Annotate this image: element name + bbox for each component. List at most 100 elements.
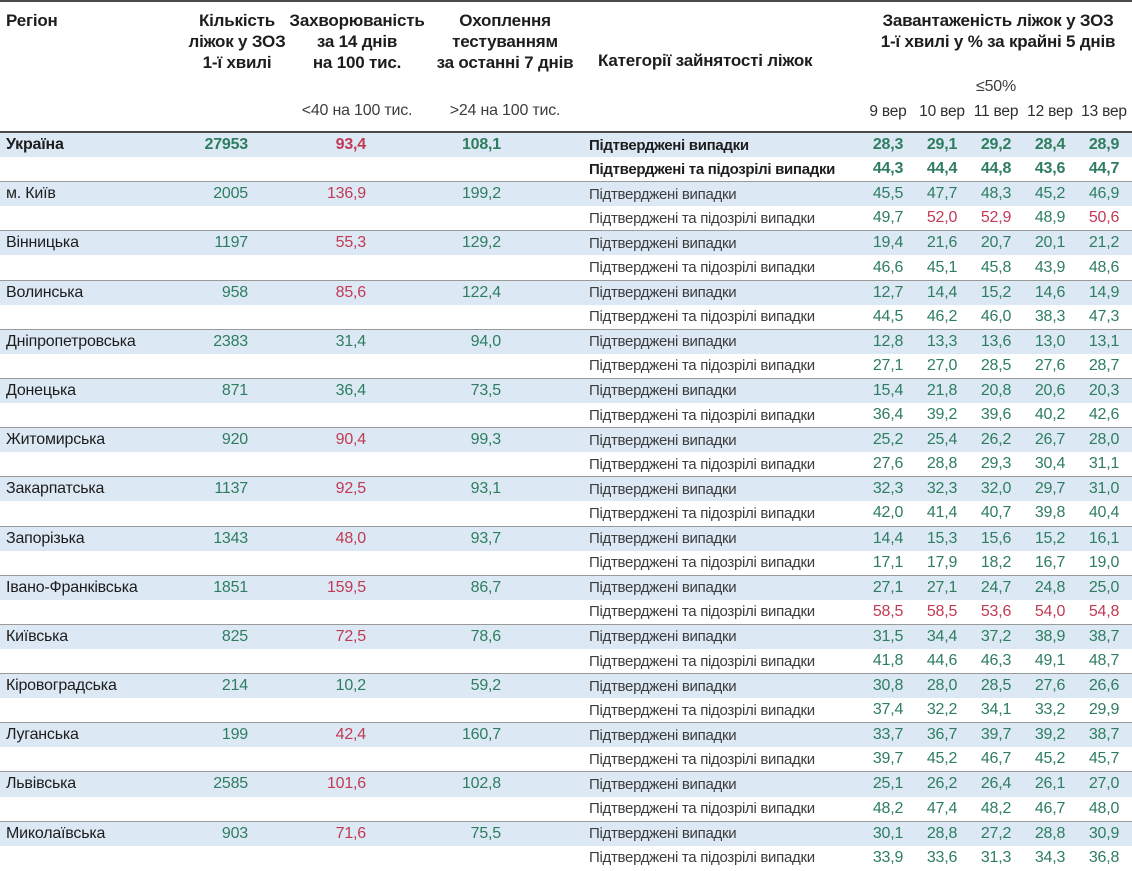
occupancy-value: 25,2 [872, 431, 904, 449]
occupancy-value: 29,2 [980, 136, 1012, 154]
occupancy-value: 12,8 [872, 332, 904, 350]
testing-value: 199,2 [461, 185, 501, 203]
region-block: Вінницька 1197 55,3 129,2 Підтверджені випад… [0, 230, 1132, 279]
occupancy-value: 45,8 [980, 258, 1012, 276]
occupancy-value: 25,0 [1088, 578, 1120, 596]
occupancy-value: 46,9 [1088, 185, 1120, 203]
occupancy-value: 46,3 [980, 652, 1012, 670]
occupancy-value: 46,7 [1034, 799, 1066, 817]
region-name: Івано-Франківська [6, 578, 138, 596]
table-row: Волинська 958 85,6 122,4 Підтверджені випадк… [0, 280, 1132, 305]
occupancy-value: 45,2 [1034, 750, 1066, 768]
occupancy-value: 43,9 [1034, 258, 1066, 276]
category-label-suspected: Підтверджені та підозрілі випадки [589, 849, 815, 867]
table-row: Миколаївська 903 71,6 75,5 Підтверджені випа… [0, 821, 1132, 846]
table-row: Підтверджені та підозрілі випадки 39,7 45,… [0, 747, 1132, 771]
morbidity-value: 71,6 [335, 824, 367, 842]
table-row: Вінницька 1197 55,3 129,2 Підтверджені випад… [0, 231, 1132, 256]
category-label-suspected: Підтверджені та підозрілі випадки [589, 554, 815, 572]
occupancy-value: 48,2 [980, 799, 1012, 817]
occupancy-value: 27,0 [1088, 775, 1120, 793]
category-label-confirmed: Підтверджені випадки [589, 825, 737, 843]
table-row: Україна 27953 93,4 108,1 Підтверджені випадк… [0, 133, 1132, 158]
col-header-occupancy: Завантаженість ліжок у ЗОЗ 1-ї хвилі у %… [880, 11, 1116, 51]
occupancy-value: 33,7 [872, 726, 904, 744]
occupancy-value: 27,0 [926, 356, 958, 374]
occupancy-value: 39,6 [980, 406, 1012, 424]
occupancy-value: 58,5 [926, 602, 958, 620]
region-name: Миколаївська [6, 824, 106, 842]
occupancy-value: 29,3 [980, 455, 1012, 473]
testing-value: 94,0 [470, 332, 502, 350]
col-header-testing: Охоплення тестуванням за останні 7 днів [436, 11, 574, 72]
category-label-confirmed: Підтверджені випадки [589, 628, 737, 646]
occupancy-value: 21,2 [1088, 234, 1120, 252]
table-row: Підтверджені та підозрілі випадки 27,1 27,… [0, 354, 1132, 378]
occupancy-value: 32,3 [926, 480, 958, 498]
occupancy-value: 47,7 [926, 185, 958, 203]
region-name: Волинська [6, 283, 84, 301]
category-label-suspected: Підтверджені та підозрілі випадки [589, 357, 815, 375]
occupancy-value: 21,8 [926, 381, 958, 399]
region-block: Львівська 2585 101,6 102,8 Підтверджені випа… [0, 771, 1132, 820]
category-label-confirmed: Підтверджені випадки [589, 579, 737, 597]
occupancy-value: 49,7 [872, 209, 904, 227]
region-block: Закарпатська 1137 92,5 93,1 Підтверджені вип… [0, 476, 1132, 525]
occupancy-value: 26,2 [926, 775, 958, 793]
category-label-confirmed: Підтверджені випадки [589, 726, 737, 744]
beds-value: 214 [221, 677, 248, 695]
occupancy-value: 46,6 [872, 258, 904, 276]
date-header-row: 9 вер 10 вер 11 вер 12 вер 13 вер [861, 103, 1131, 121]
table-row: Закарпатська 1137 92,5 93,1 Підтверджені вип… [0, 477, 1132, 502]
occupancy-value: 27,2 [980, 824, 1012, 842]
date-label: 11 вер [973, 103, 1019, 120]
region-name: Львівська [6, 775, 76, 793]
occupancy-value: 30,8 [872, 677, 904, 695]
category-label-suspected: Підтверджені та підозрілі випадки [589, 750, 815, 768]
table-row: Кіровоградська 214 10,2 59,2 Підтверджені ви… [0, 674, 1132, 699]
region-name: Україна [6, 136, 64, 154]
occupancy-value: 28,8 [926, 455, 958, 473]
occupancy-value: 28,5 [980, 677, 1012, 695]
category-label-confirmed: Підтверджені випадки [589, 431, 737, 449]
occupancy-value: 43,6 [1034, 160, 1066, 178]
category-label-confirmed: Підтверджені випадки [589, 530, 737, 548]
occupancy-value: 15,2 [980, 283, 1012, 301]
occupancy-value: 32,0 [980, 480, 1012, 498]
occupancy-value: 54,0 [1034, 602, 1066, 620]
region-name: Житомирська [6, 431, 105, 449]
category-label-suspected: Підтверджені та підозрілі випадки [589, 406, 815, 424]
occupancy-value: 58,5 [872, 602, 904, 620]
morbidity-value: 136,9 [326, 185, 366, 203]
region-name: Закарпатська [6, 480, 105, 498]
occupancy-value: 34,3 [1034, 848, 1066, 866]
occupancy-value: 20,7 [980, 234, 1012, 252]
occupancy-value: 13,0 [1034, 332, 1066, 350]
testing-value: 102,8 [461, 775, 501, 793]
category-label-suspected: Підтверджені та підозрілі випадки [589, 455, 815, 473]
category-label-suspected: Підтверджені та підозрілі випадки [589, 701, 815, 719]
occupancy-value: 19,4 [872, 234, 904, 252]
occupancy-value: 26,1 [1034, 775, 1066, 793]
occupancy-value: 28,4 [1034, 136, 1066, 154]
testing-value: 99,3 [470, 431, 502, 449]
table-row: Підтверджені та підозрілі випадки 36,4 39,… [0, 403, 1132, 427]
occupancy-value: 30,1 [872, 824, 904, 842]
occupancy-value: 27,1 [926, 578, 958, 596]
occupancy-value: 52,9 [980, 209, 1012, 227]
occupancy-value: 45,2 [926, 750, 958, 768]
morbidity-value: 31,4 [335, 332, 367, 350]
occupancy-value: 46,0 [980, 307, 1012, 325]
morbidity-value: 159,5 [326, 578, 366, 596]
region-block: Луганська 199 42,4 160,7 Підтверджені випадк… [0, 722, 1132, 771]
category-label-suspected: Підтверджені та підозрілі випадки [589, 504, 815, 522]
occupancy-value: 48,3 [980, 185, 1012, 203]
table-row: Донецька 871 36,4 73,5 Підтверджені випадки 1… [0, 378, 1132, 404]
table-row: Підтверджені та підозрілі випадки 42,0 41,… [0, 501, 1132, 525]
category-label-confirmed: Підтверджені випадки [589, 185, 737, 203]
occupancy-value: 42,0 [872, 504, 904, 522]
beds-value: 825 [221, 627, 248, 645]
table-body: Україна 27953 93,4 108,1 Підтверджені випадк… [0, 133, 1132, 870]
beds-value: 2585 [213, 775, 248, 793]
beds-value: 920 [221, 431, 248, 449]
